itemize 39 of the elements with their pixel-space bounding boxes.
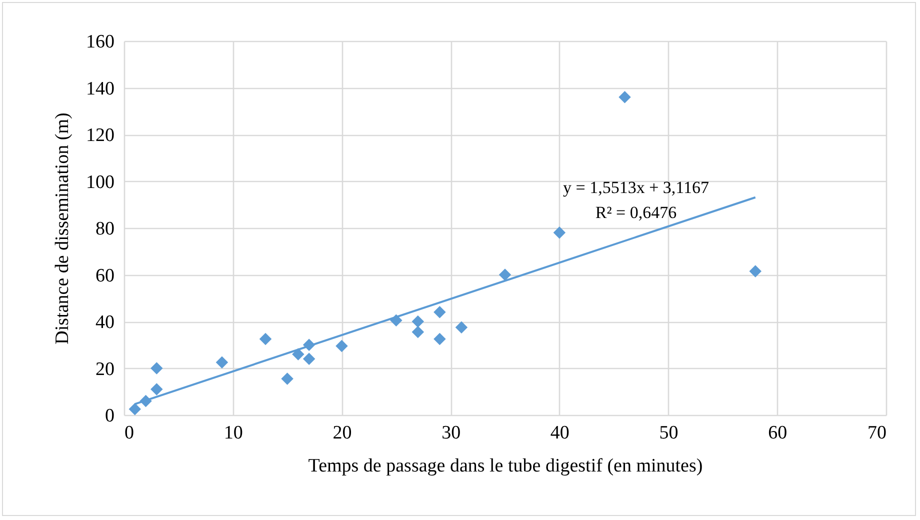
point [618, 90, 631, 104]
x-tick-label: 20 [332, 422, 352, 444]
x-tick-label: 40 [550, 422, 570, 444]
point [455, 321, 468, 334]
point [412, 315, 424, 328]
y-tick-label: 100 [86, 172, 114, 193]
y-tick-label: 40 [96, 312, 114, 333]
annotation: R² = 0,6476 [595, 203, 677, 222]
y-axis-title: Distance de dissemination (m) [52, 112, 73, 344]
annotation: y = 1,5513x + 3,1167 [562, 178, 710, 197]
y-tick-label: 80 [96, 218, 114, 240]
y-tick-label: 160 [86, 32, 114, 52]
x-tick-label: 30 [442, 422, 461, 444]
point [434, 332, 446, 346]
x-tick-label: 60 [768, 422, 788, 444]
point [150, 362, 163, 374]
point [281, 372, 294, 385]
y-tick-label: 140 [86, 78, 114, 100]
x-tick-label: 70 [868, 422, 886, 444]
point [216, 356, 228, 369]
y-tick-label: 120 [86, 125, 114, 146]
x-tick-label: 10 [224, 422, 243, 444]
point [292, 348, 304, 360]
y-tick-label: 20 [96, 358, 114, 380]
x-tick-label: 50 [659, 422, 678, 444]
y-tick-label: 0 [105, 406, 114, 426]
point [412, 326, 424, 338]
point [553, 226, 566, 239]
point [434, 306, 446, 318]
point [150, 383, 163, 396]
point [336, 340, 348, 352]
point [128, 403, 142, 416]
point [498, 268, 512, 281]
point [302, 352, 316, 366]
point [259, 332, 272, 346]
x-tick-label: 0 [124, 422, 134, 444]
y-tick-label: 60 [96, 265, 114, 286]
x-axis-title: Temps de passage dans le tube digestif (en minutes) [308, 456, 703, 476]
point [749, 265, 762, 278]
